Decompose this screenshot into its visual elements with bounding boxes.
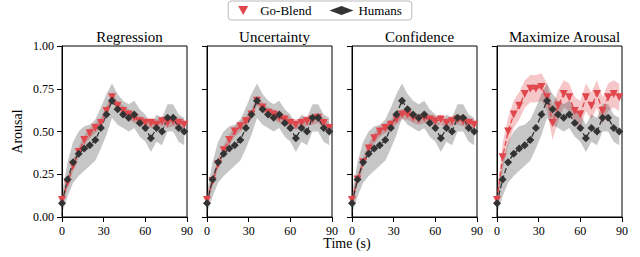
svg-text:Regression: Regression (96, 29, 163, 45)
svg-text:Time (s): Time (s) (323, 236, 371, 252)
svg-text:90: 90 (616, 224, 628, 238)
svg-text:0: 0 (59, 224, 65, 238)
svg-text:0: 0 (494, 224, 500, 238)
svg-text:Arousal: Arousal (10, 109, 25, 153)
svg-text:Confidence: Confidence (385, 29, 454, 45)
svg-text:0.00: 0.00 (33, 210, 54, 224)
svg-text:Uncertainty: Uncertainty (239, 29, 310, 45)
svg-text:1.00: 1.00 (33, 39, 54, 53)
svg-text:90: 90 (181, 224, 193, 238)
svg-text:90: 90 (326, 224, 338, 238)
svg-text:Go-Blend: Go-Blend (260, 3, 312, 18)
svg-text:0.75: 0.75 (33, 82, 54, 96)
svg-text:30: 30 (243, 224, 255, 238)
svg-text:0: 0 (204, 224, 210, 238)
svg-text:0.50: 0.50 (33, 125, 54, 139)
svg-text:Maximize Arousal: Maximize Arousal (509, 29, 620, 45)
svg-text:60: 60 (139, 224, 151, 238)
svg-text:0.25: 0.25 (33, 167, 54, 181)
svg-text:30: 30 (533, 224, 545, 238)
svg-text:60: 60 (429, 224, 441, 238)
svg-text:30: 30 (388, 224, 400, 238)
svg-text:60: 60 (284, 224, 296, 238)
svg-text:Humans: Humans (358, 3, 401, 18)
svg-text:90: 90 (471, 224, 483, 238)
svg-text:0: 0 (349, 224, 355, 238)
svg-text:60: 60 (574, 224, 586, 238)
svg-text:30: 30 (98, 224, 110, 238)
